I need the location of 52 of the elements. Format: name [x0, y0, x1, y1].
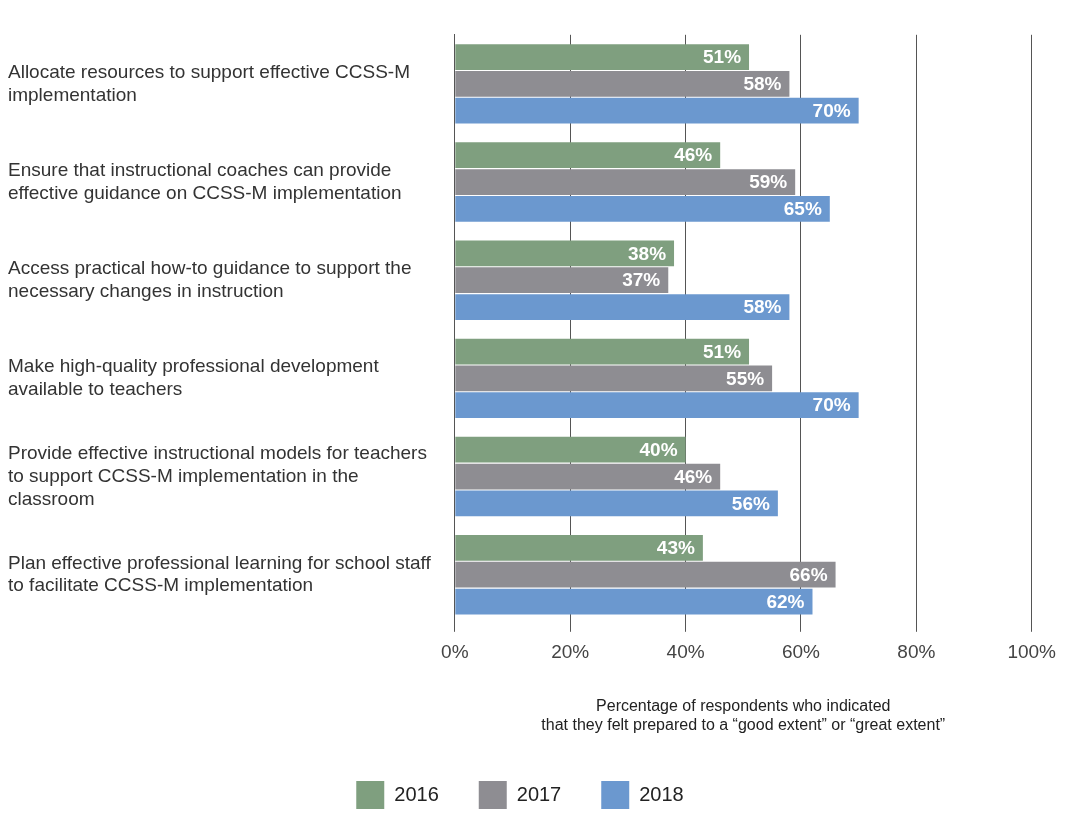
bar — [455, 44, 750, 70]
bar — [455, 267, 669, 294]
bar — [455, 365, 773, 392]
bar — [455, 392, 859, 419]
y-tick-label: Make high-quality professional development available to teachers — [8, 355, 380, 400]
data-label: 65% — [783, 198, 822, 220]
y-tick-label: Plan effective professional learning for school staff to facilitate CCSS-M implementation — [8, 551, 432, 596]
x-tick-label: 40% — [666, 641, 705, 663]
y-tick-label: Provide effective instructional models for teachers to support CCSS-M implementation in the classroom — [8, 441, 427, 509]
x-tick-label: 0% — [441, 641, 469, 663]
bar — [455, 436, 686, 463]
bar — [455, 463, 721, 490]
data-label: 56% — [731, 492, 770, 514]
x-tick-label: 100% — [1007, 641, 1057, 663]
data-label: 70% — [812, 394, 851, 416]
bar — [455, 97, 859, 124]
legend-label: 2017 — [516, 782, 562, 805]
bar — [455, 294, 790, 320]
bar — [455, 71, 790, 97]
y-tick-label: Access practical how-to guidance to support the necessary changes in instruction — [8, 257, 412, 301]
x-tick-label: 80% — [897, 641, 936, 663]
bar — [455, 196, 830, 222]
bar — [455, 142, 721, 169]
legend-label: 2016 — [394, 782, 439, 805]
bar — [455, 588, 813, 615]
x-tick-label: 60% — [781, 641, 821, 663]
data-label: 51% — [703, 340, 742, 362]
bar — [455, 561, 836, 588]
data-label: 58% — [743, 73, 782, 95]
x-tick-label: 20% — [551, 641, 590, 663]
data-label: 51% — [703, 46, 742, 68]
data-label: 38% — [628, 242, 667, 264]
data-label: 70% — [812, 99, 851, 121]
bar — [455, 490, 778, 517]
data-label: 59% — [749, 171, 788, 193]
data-label: 66% — [789, 563, 828, 585]
data-label: 43% — [656, 537, 695, 559]
bar — [455, 338, 750, 365]
bar — [455, 535, 703, 561]
data-label: 55% — [726, 367, 765, 389]
data-label: 40% — [639, 438, 678, 460]
data-label: 46% — [674, 465, 713, 487]
bar — [455, 169, 796, 195]
data-label: 46% — [674, 144, 713, 166]
data-label: 37% — [622, 269, 661, 291]
data-label: 58% — [743, 296, 782, 318]
bar — [455, 240, 675, 267]
y-tick-label: Allocate resources to support effective CCSS-M implementation — [8, 60, 410, 105]
legend-label: 2018 — [639, 782, 684, 805]
x-axis-title: Percentage of respondents who indicated that they felt prepared to a “good extent” or “great extent” — [541, 696, 946, 733]
y-tick-label: Ensure that instructional coaches can provide effective guidance on CCSS-M implementation — [8, 158, 402, 203]
data-label: 62% — [766, 590, 805, 612]
